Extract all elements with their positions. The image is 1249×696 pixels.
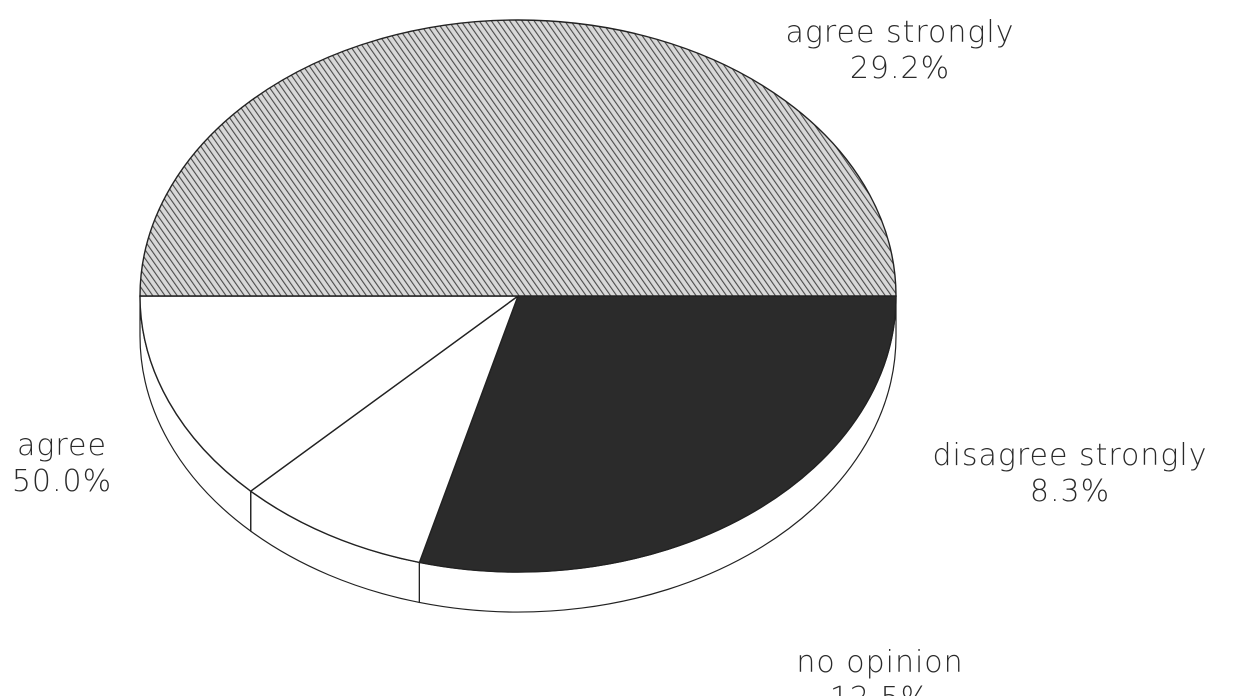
pie-top-faces bbox=[139, 19, 897, 573]
slice-value-label-no-opinion: 12.5% bbox=[830, 681, 930, 696]
pie-slice-no-opinion bbox=[139, 295, 521, 493]
slice-value-label-disagree-strongly: 8.3% bbox=[1030, 474, 1110, 509]
slice-category-label-agree-strongly: agree strongly bbox=[785, 15, 1014, 50]
slice-value-label-agree: 50.0% bbox=[12, 464, 112, 499]
slice-category-label-disagree-strongly: disagree strongly bbox=[932, 438, 1207, 473]
pie-slice-agree-strongly bbox=[418, 295, 897, 573]
slice-value-label-agree-strongly: 29.2% bbox=[850, 51, 950, 86]
slice-category-label-no-opinion: no opinion bbox=[796, 645, 963, 680]
pie-side-walls bbox=[139, 295, 897, 613]
slice-category-label-agree: agree bbox=[17, 428, 107, 463]
pie-slice-agree bbox=[139, 19, 897, 297]
pie-slice-disagree-strongly bbox=[249, 294, 520, 564]
